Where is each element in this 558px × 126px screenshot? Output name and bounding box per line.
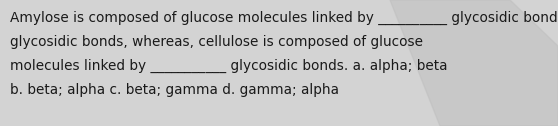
Text: b. beta; alpha c. beta; gamma d. gamma; alpha: b. beta; alpha c. beta; gamma d. gamma; … [10,83,339,97]
Text: glycosidic bonds, whereas, cellulose is composed of glucose: glycosidic bonds, whereas, cellulose is … [10,35,423,49]
Text: molecules linked by ___________ glycosidic bonds. a. alpha; beta: molecules linked by ___________ glycosid… [10,59,448,73]
Polygon shape [390,0,558,126]
Text: Amylose is composed of glucose molecules linked by __________ glycosidic bonds, : Amylose is composed of glucose molecules… [10,11,558,25]
